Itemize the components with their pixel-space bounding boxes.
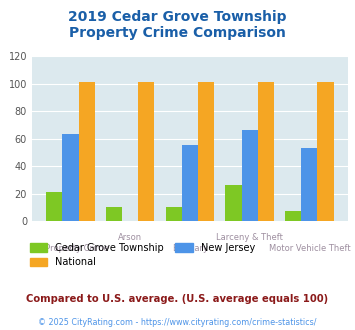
Text: All Property Crime: All Property Crime [32,244,109,252]
Bar [301,148,317,221]
Bar [225,185,242,221]
Bar [317,82,334,221]
Bar [258,82,274,221]
Text: Compared to U.S. average. (U.S. average equals 100): Compared to U.S. average. (U.S. average … [26,294,329,304]
Bar [138,82,154,221]
Text: Motor Vehicle Theft: Motor Vehicle Theft [268,244,350,252]
Bar [182,146,198,221]
Text: © 2025 CityRating.com - https://www.cityrating.com/crime-statistics/: © 2025 CityRating.com - https://www.city… [38,318,317,327]
Bar [242,130,258,221]
Text: 2019 Cedar Grove Township
Property Crime Comparison: 2019 Cedar Grove Township Property Crime… [68,10,287,40]
Bar [78,82,95,221]
Text: Arson: Arson [118,233,142,242]
Text: Larceny & Theft: Larceny & Theft [216,233,283,242]
Bar [62,134,78,221]
Bar [198,82,214,221]
Bar [106,207,122,221]
Bar [46,192,62,221]
Bar [166,207,182,221]
Bar [285,212,301,221]
Text: Burglary: Burglary [172,244,208,252]
Legend: Cedar Grove Township, National, New Jersey: Cedar Grove Township, National, New Jers… [30,243,255,267]
